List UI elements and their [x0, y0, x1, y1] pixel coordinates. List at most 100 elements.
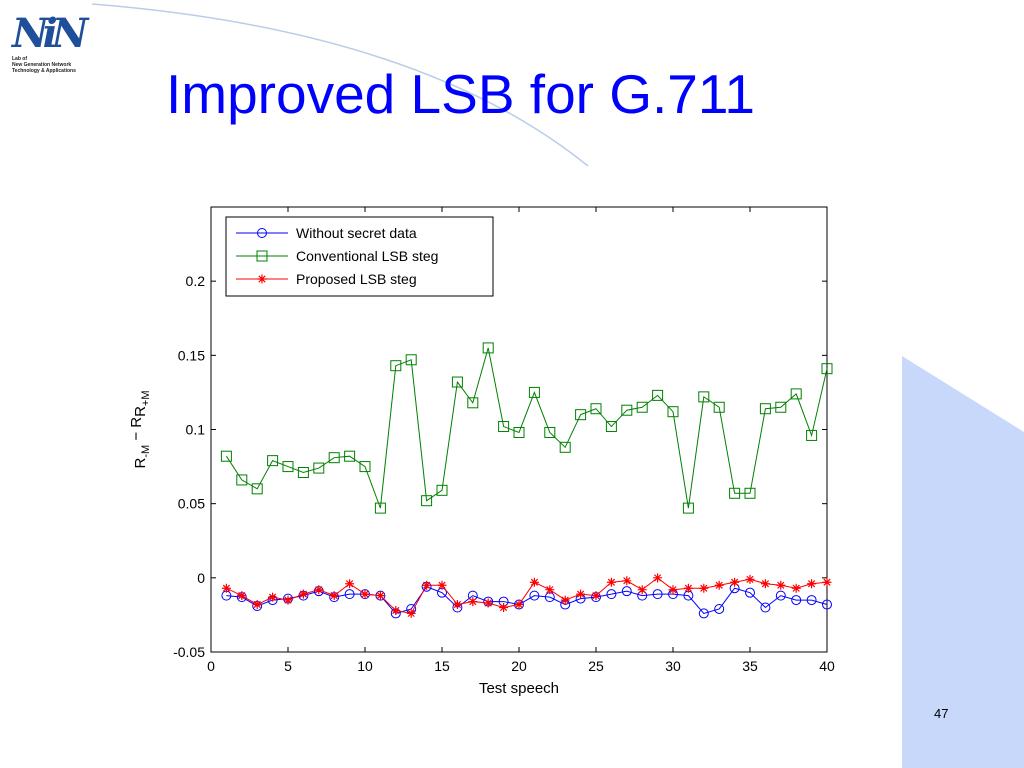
data-point: [359, 461, 371, 473]
data-point: [283, 595, 293, 605]
data-point: [236, 474, 248, 486]
decorative-blue-shape: [902, 356, 1024, 768]
data-point: [437, 580, 447, 590]
data-point: [713, 401, 725, 413]
data-point: [622, 576, 632, 586]
data-point: [514, 600, 524, 610]
data-point: [698, 391, 710, 403]
legend-marker: [257, 274, 267, 284]
data-point: [498, 421, 510, 433]
data-point: [267, 455, 279, 467]
data-point: [221, 583, 231, 593]
data-point: [421, 495, 433, 507]
data-point: [806, 595, 817, 606]
logo-mark: NiN: [12, 10, 88, 57]
y-axis-label-part: − R: [128, 417, 145, 445]
x-tick-label: 0: [207, 658, 215, 674]
data-point: [759, 403, 771, 415]
data-point: [529, 577, 539, 587]
data-point: [591, 591, 601, 601]
data-point: [513, 426, 525, 438]
data-point: [606, 589, 617, 600]
data-point: [251, 483, 263, 495]
data-point: [345, 579, 355, 589]
data-point: [452, 600, 462, 610]
data-point: [406, 608, 416, 618]
x-tick-label: 5: [284, 658, 292, 674]
data-point: [468, 597, 478, 607]
y-tick-label: 0: [197, 570, 205, 586]
data-point: [483, 598, 493, 608]
data-point: [391, 605, 401, 615]
y-tick-label: -0.05: [173, 644, 205, 660]
data-point: [297, 467, 309, 479]
data-point: [329, 591, 339, 601]
legend-marker: [256, 250, 268, 262]
data-point: [467, 397, 479, 409]
data-point: [714, 580, 724, 590]
y-axis-label: R-M − RR+M: [128, 390, 152, 468]
data-point: [544, 426, 556, 438]
data-point: [314, 585, 324, 595]
lab-logo: NiN Lab of New Generation Network Techno…: [12, 10, 88, 92]
data-point: [576, 589, 586, 599]
x-axis-label: Test speech: [479, 680, 559, 697]
data-point: [821, 363, 833, 375]
legend-label: Proposed LSB steg: [296, 271, 417, 287]
data-point: [606, 577, 616, 587]
data-point: [344, 589, 355, 600]
data-point: [822, 577, 832, 587]
logo-text: Lab of New Generation Network Technology…: [12, 56, 76, 74]
data-point: [682, 502, 694, 514]
page-number: 47: [934, 706, 949, 721]
data-point: [344, 450, 356, 462]
data-point: [791, 595, 802, 606]
data-point: [360, 589, 370, 599]
y-axis-label-part: R: [132, 458, 149, 469]
data-point: [760, 579, 770, 589]
legend-marker: [257, 228, 267, 238]
data-point: [237, 591, 247, 601]
data-point: [298, 589, 308, 599]
data-point: [652, 389, 664, 401]
data-point: [776, 580, 786, 590]
y-tick-label: 0.2: [186, 273, 206, 289]
data-point: [699, 583, 709, 593]
data-point: [560, 595, 570, 605]
slide-title: Improved LSB for G.711: [166, 63, 755, 125]
data-point: [436, 484, 448, 496]
data-point: [528, 386, 540, 398]
data-point: [745, 587, 755, 598]
data-point: [744, 487, 756, 499]
data-point: [268, 592, 278, 602]
y-tick-label: 0.05: [178, 496, 205, 512]
data-point: [328, 452, 340, 464]
data-point: [252, 600, 262, 610]
data-point: [621, 404, 633, 416]
data-point: [529, 590, 540, 601]
data-point: [807, 579, 817, 589]
data-point: [636, 401, 648, 413]
data-point: [653, 573, 663, 583]
y-axis-label-part: -M: [140, 445, 152, 458]
data-point: [545, 585, 555, 595]
data-point: [791, 583, 801, 593]
data-point: [575, 409, 587, 421]
data-point: [559, 441, 571, 453]
data-point: [499, 603, 509, 612]
data-point: [806, 429, 818, 441]
data-point: [621, 586, 632, 597]
data-point: [730, 577, 740, 587]
data-point: [698, 608, 709, 619]
data-point: [390, 360, 402, 372]
decorative-swoosh-line: [91, 3, 589, 167]
x-tick-label: 15: [434, 658, 450, 674]
data-point: [683, 583, 693, 593]
y-tick-label: 0.1: [186, 422, 206, 438]
data-point: [667, 406, 679, 418]
data-point: [451, 376, 463, 388]
y-axis-label-part: +M: [140, 390, 152, 406]
data-point: [745, 574, 755, 584]
data-point: [729, 487, 741, 499]
